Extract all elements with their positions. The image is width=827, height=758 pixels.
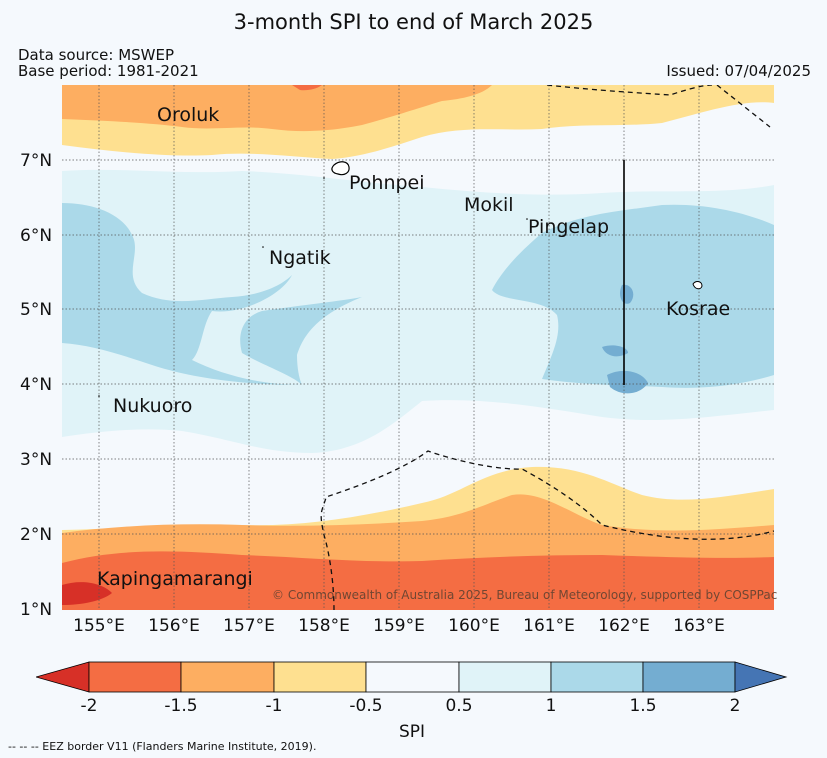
lat-label-3: 3°N [20,450,53,470]
lon-label-162: 162°E [598,616,650,636]
lon-label-160: 160°E [448,616,500,636]
colorbar-bin-7 [642,661,736,693]
lat-label-7: 7°N [20,151,53,171]
colorbar-bin-2 [180,661,275,693]
lon-label-155: 155°E [73,616,125,636]
lat-label-6: 6°N [20,226,53,246]
colorbar-tick: 2 [729,696,741,716]
colorbar-tick: 1 [545,696,557,716]
eez-border [320,85,774,610]
colorbar-bin-5 [458,661,552,693]
dry-band-south-extreme [62,582,112,605]
issued-date: Issued: 07/04/2025 [666,62,811,80]
wet-band-moderate-west [62,203,362,385]
kosrae-island [692,281,703,290]
wet-patch-2 [602,345,628,357]
ant-atoll [323,177,325,179]
place-nukuoro: Nukuoro [113,395,193,417]
map-title: 3-month SPI to end of March 2025 [233,10,594,34]
lat-label-2: 2°N [20,525,53,545]
copyright-notice: © Commonwealth of Australia 2025, Bureau… [272,588,778,602]
place-pohnpei: Pohnpei [349,172,425,194]
meta-info: Data source: MSWEP Base period: 1981-202… [18,47,199,79]
data-source: Data source: MSWEP [18,46,175,64]
colorbar-bin-6 [550,661,644,693]
lon-label-161: 161°E [523,616,575,636]
dry-band-north-moderate [62,85,492,132]
lon-label-158: 158°E [298,616,350,636]
pingelap-atoll [526,218,528,220]
place-pingelap: Pingelap [528,216,610,238]
colorbar-bin-4 [365,661,460,693]
lat-label-5: 5°N [20,300,53,320]
base-period: Base period: 1981-2021 [18,62,199,80]
lon-label-157: 157°E [223,616,275,636]
place-mokil: Mokil [464,194,514,216]
place-oroluk: Oroluk [157,104,220,126]
colorbar [36,661,788,693]
colorbar-extend-low [36,661,90,693]
colorbar-tick: 1.5 [629,696,657,716]
lon-label-159: 159°E [373,616,425,636]
colorbar-tick: -2 [80,696,98,716]
nukuoro-atoll [98,395,100,397]
lat-label-1: 1°N [20,600,53,620]
colorbar-tick: 0.5 [445,696,473,716]
lon-label-156: 156°E [148,616,200,636]
place-ngatik: Ngatik [269,247,331,269]
colorbar-tick: -0.5 [349,696,383,716]
dry-band-south-severe [62,551,774,610]
colorbar-tick: -1 [265,696,283,716]
spi-map [62,85,774,610]
pohnpei-island [331,161,350,176]
lon-label-163: 163°E [673,616,725,636]
colorbar-tick: -1.5 [164,696,198,716]
dry-band-north-patch [292,85,322,91]
place-kosrae: Kosrae [666,298,731,320]
colorbar-label: SPI [398,722,426,742]
wet-patch-3 [607,370,648,394]
colorbar-bin-3 [273,661,367,693]
place-kapingamarangi: Kapingamarangi [97,568,253,590]
colorbar-bin-1 [88,661,182,693]
lat-label-4: 4°N [20,375,53,395]
colorbar-extend-high [734,661,788,693]
ngatik-atoll [262,246,264,248]
eez-footnote: -- -- -- EEZ border V11 (Flanders Marine… [8,740,317,753]
